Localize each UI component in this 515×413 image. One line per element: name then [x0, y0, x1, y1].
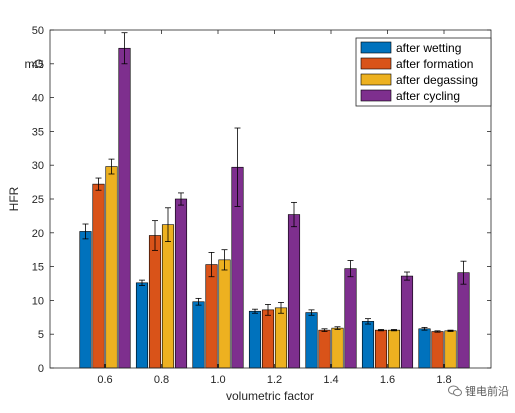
y-unit-label: mΩ — [25, 57, 44, 71]
x-tick-label: 1.0 — [210, 374, 225, 386]
x-tick-label: 1.4 — [323, 374, 338, 386]
bar-after-cycling-1.8 — [457, 272, 470, 369]
legend: after wetting after formation after dega… — [355, 37, 492, 107]
y-tick-label: 0 — [38, 363, 44, 375]
y-axis-label: HFR — [7, 186, 21, 211]
bar-after-degassing-1.6 — [387, 329, 401, 369]
y-tick-label: 35 — [32, 126, 44, 138]
y-tick-label: 10 — [32, 295, 44, 307]
x-axis-ticks: 0.6 0.8 1.0 1.2 1.4 1.6 1.8 — [97, 30, 452, 386]
bar-after-wetting-0.6 — [79, 231, 92, 369]
wechat-logo-icon — [448, 385, 462, 397]
y-tick-label: 25 — [32, 194, 44, 206]
bar-after-cycling-1.2 — [287, 214, 301, 369]
y-tick-label: 30 — [32, 160, 44, 172]
watermark: 锂电前沿 — [448, 383, 509, 399]
legend-label-after-degassing: after degassing — [396, 73, 478, 87]
x-axis-label: volumetric factor — [226, 389, 314, 403]
watermark-text: 锂电前沿 — [465, 385, 509, 398]
bar-after-degassing-0.8 — [161, 224, 175, 369]
bar-after-cycling-1.4 — [344, 268, 357, 369]
bar-after-cycling-0.8 — [174, 198, 188, 369]
bar-after-wetting-1.8 — [418, 328, 431, 369]
legend-label-after-formation: after formation — [396, 57, 473, 71]
legend-label-after-wetting: after wetting — [396, 41, 461, 55]
x-tick-label: 0.8 — [154, 374, 169, 386]
x-tick-label: 1.6 — [380, 374, 395, 386]
bar-after-formation-1.8 — [431, 331, 444, 369]
y-tick-label: 45 — [32, 59, 44, 71]
bar-after-formation-1.2 — [261, 309, 275, 369]
bar-after-cycling-0.6 — [118, 47, 131, 369]
bar-after-wetting-1.4 — [305, 312, 318, 369]
legend-swatch-after-wetting — [360, 41, 392, 54]
y-tick-label: 15 — [32, 262, 44, 274]
bar-after-degassing-1.8 — [444, 330, 457, 369]
bar-after-formation-0.8 — [148, 235, 162, 369]
legend-swatch-after-cycling — [360, 89, 392, 102]
y-axis-ticks: 0 5 10 15 20 25 30 35 40 45 50 — [32, 25, 491, 375]
bar-after-wetting-1.0 — [192, 301, 205, 369]
y-tick-label: 20 — [32, 228, 44, 240]
bar-after-formation-1.6 — [374, 329, 388, 369]
legend-swatch-after-degassing — [360, 73, 392, 86]
x-tick-label: 0.6 — [97, 374, 112, 386]
x-tick-label: 1.2 — [267, 374, 282, 386]
bar-after-wetting-1.2 — [248, 310, 262, 369]
y-tick-label: 40 — [32, 93, 44, 105]
bar-after-wetting-0.8 — [135, 282, 149, 369]
x-tick-label: 1.8 — [436, 374, 451, 386]
bar-after-degassing-0.6 — [105, 166, 118, 369]
bar-after-wetting-1.6 — [361, 321, 375, 369]
bar-after-degassing-1.2 — [274, 307, 288, 369]
y-tick-label: 50 — [32, 25, 44, 37]
bar-after-degassing-1.4 — [331, 327, 344, 369]
y-tick-label: 5 — [38, 329, 44, 341]
legend-swatch-after-formation — [360, 57, 392, 70]
bar-after-formation-1.0 — [205, 264, 218, 369]
bar-after-degassing-1.0 — [218, 259, 231, 369]
bar-after-cycling-1.6 — [400, 275, 414, 369]
error-bars-group — [82, 32, 467, 333]
legend-label-after-cycling: after cycling — [396, 89, 460, 103]
bar-after-formation-1.4 — [318, 329, 331, 369]
bar-after-formation-0.6 — [92, 183, 105, 369]
